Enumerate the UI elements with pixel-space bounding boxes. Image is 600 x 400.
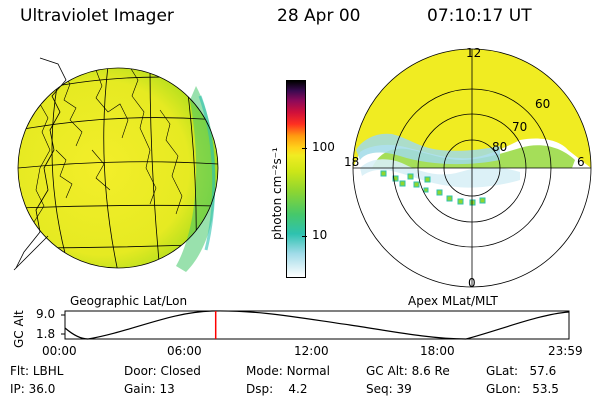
oval-dots xyxy=(380,170,486,206)
colorbar-tick-10: 10 xyxy=(312,228,328,242)
mlt-label-18: 18 xyxy=(344,155,360,169)
info-glon: GLon: 53.5 xyxy=(486,382,559,396)
altitude-plot xyxy=(61,310,570,340)
colorbar xyxy=(286,80,306,278)
colorbar-unit-label: photon cm⁻²s⁻¹ xyxy=(270,147,284,240)
info-ip: IP: 36.0 xyxy=(10,382,56,396)
info-gain: Gain: 13 xyxy=(124,382,175,396)
mlat-label-80: 80 xyxy=(492,140,508,154)
colorbar-tick-100: 100 xyxy=(312,140,335,154)
time-tick-0000: 00:00 xyxy=(42,344,77,358)
altitude-axis-label: GC Alt xyxy=(12,310,26,348)
mlt-label-0: 0 xyxy=(468,276,476,290)
info-seq: Seq: 39 xyxy=(366,382,412,396)
info-gc-alt: GC Alt: 8.6 Re xyxy=(366,364,450,378)
instrument-title: Ultraviolet Imager xyxy=(20,6,174,26)
time-tick-2359: 23:59 xyxy=(548,344,583,358)
info-dsp: Dsp: 4.2 xyxy=(246,382,308,396)
mlt-label-12: 12 xyxy=(466,46,482,60)
earth-disk-image xyxy=(13,57,219,272)
time-tick-0600: 06:00 xyxy=(167,344,202,358)
altitude-curve xyxy=(64,310,570,340)
polar-plot xyxy=(352,48,592,288)
altitude-tick-low: 1.8 xyxy=(36,327,56,341)
mlt-label-6: 6 xyxy=(577,155,585,169)
mlat-label-60: 60 xyxy=(535,97,551,111)
info-mode: Mode: Normal xyxy=(246,364,330,378)
polar-grid xyxy=(352,48,592,288)
image-date: 28 Apr 00 xyxy=(277,6,361,26)
mlat-label-70: 70 xyxy=(512,120,528,134)
info-glat: GLat: 57.6 xyxy=(486,364,557,378)
info-door: Door: Closed xyxy=(124,364,201,378)
geographic-caption: Geographic Lat/Lon xyxy=(70,294,188,308)
image-time: 07:10:17 UT xyxy=(427,6,532,26)
colorbar-tick xyxy=(302,148,307,149)
time-tick-1800: 18:00 xyxy=(420,344,455,358)
polar-caption: Apex MLat/MLT xyxy=(408,294,498,308)
info-filter: Flt: LBHL xyxy=(10,364,64,378)
colorbar-tick xyxy=(302,236,307,237)
altitude-tick-high: 9.0 xyxy=(36,307,56,321)
time-tick-1200: 12:00 xyxy=(294,344,329,358)
